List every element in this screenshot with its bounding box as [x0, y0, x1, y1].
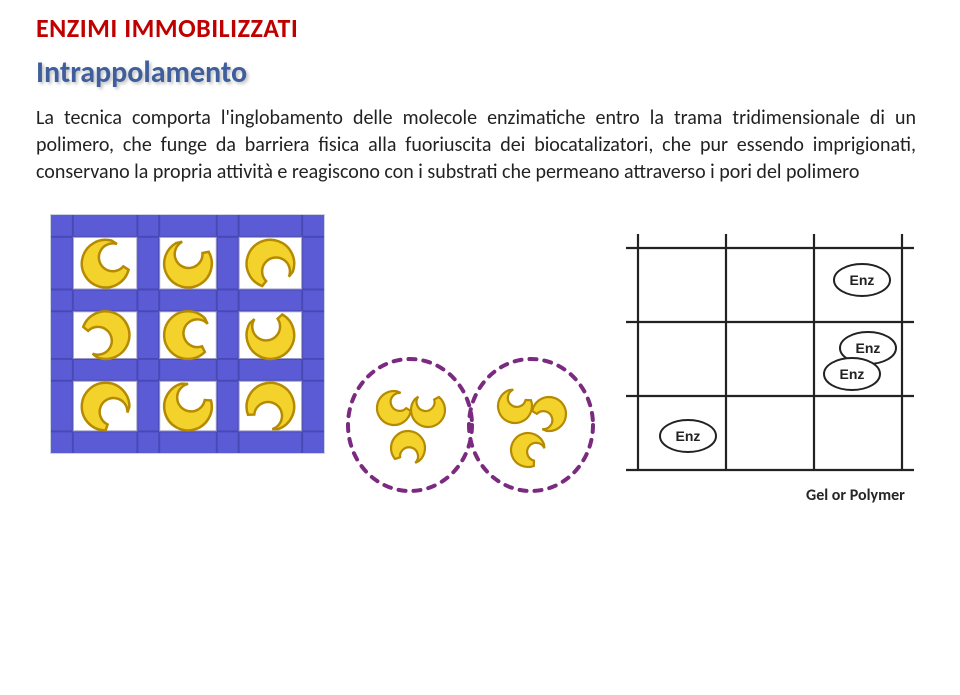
svg-text:Enz: Enz	[856, 340, 881, 356]
svg-text:Enz: Enz	[840, 366, 865, 382]
figure-gel-diagram: Enz Enz Enz Enz Gel or Polymer	[618, 224, 928, 524]
svg-text:Enz: Enz	[850, 272, 875, 288]
figure-row: Enz Enz Enz Enz Gel or Polymer	[36, 214, 924, 574]
figure-microcapsule	[336, 340, 606, 510]
figure-grid-entrapment	[50, 214, 325, 454]
section-title: Intrappolamento	[36, 54, 924, 91]
body-paragraph: La tecnica comporta l'inglobamento delle…	[36, 105, 916, 186]
figure-caption-gel: Gel or Polymer	[806, 486, 905, 505]
svg-text:Enz: Enz	[676, 428, 701, 444]
page-title: ENZIMI IMMOBILIZZATI	[36, 12, 924, 44]
